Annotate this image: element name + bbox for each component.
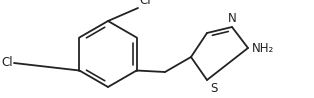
- Text: Cl: Cl: [139, 0, 151, 7]
- Text: Cl: Cl: [1, 57, 13, 69]
- Text: S: S: [210, 82, 217, 95]
- Text: N: N: [228, 12, 236, 25]
- Text: NH₂: NH₂: [252, 41, 274, 54]
